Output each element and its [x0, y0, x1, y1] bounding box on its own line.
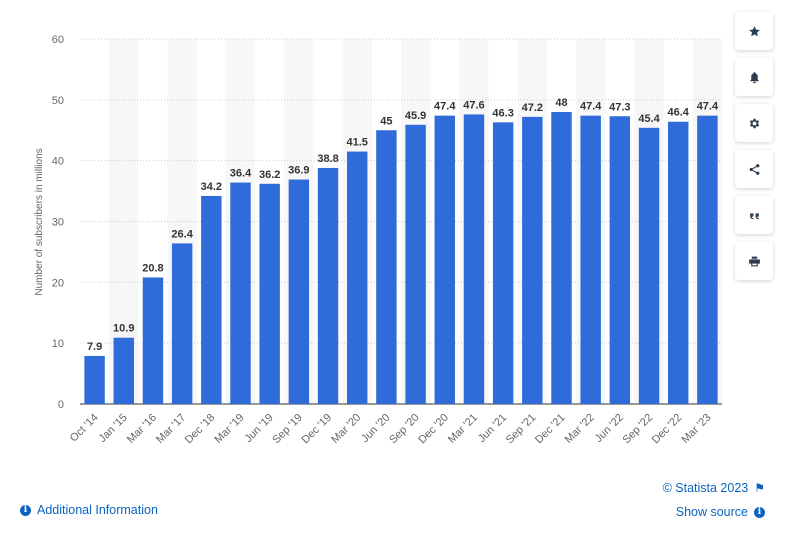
- flag-icon: ⚑: [754, 481, 765, 495]
- x-tick-label: Dec '21: [533, 412, 568, 447]
- favorite-button[interactable]: [735, 12, 773, 50]
- print-button[interactable]: [735, 242, 773, 280]
- bar: [697, 115, 718, 405]
- x-tick-label: Jan '15: [97, 412, 130, 445]
- bar: [376, 130, 397, 404]
- y-axis-label: Number of subscribers in millions: [34, 148, 45, 295]
- additional-information-link[interactable]: i Additional Information: [20, 503, 158, 517]
- data-label: 46.4: [668, 107, 690, 119]
- bar: [288, 179, 310, 404]
- data-label: 45: [380, 115, 392, 127]
- data-label: 48: [555, 97, 567, 109]
- data-label: 47.4: [434, 101, 456, 113]
- bar: [434, 115, 455, 405]
- share-icon: [749, 163, 759, 175]
- data-label: 26.4: [171, 228, 193, 240]
- bar: [84, 355, 105, 404]
- bar: [492, 122, 514, 404]
- data-label: 36.2: [259, 169, 280, 181]
- bar: [638, 127, 660, 405]
- bar: [580, 115, 601, 405]
- data-label: 47.2: [522, 102, 543, 114]
- bar: [463, 114, 485, 404]
- x-tick-label: Sep '20: [387, 412, 422, 447]
- x-tick-label: Mar '16: [125, 412, 159, 446]
- data-label: 34.2: [201, 181, 222, 193]
- data-label: 45.9: [405, 110, 426, 122]
- data-label: 7.9: [87, 341, 102, 353]
- notification-button[interactable]: [735, 58, 773, 96]
- x-tick-label: Jun '20: [359, 412, 392, 445]
- x-tick-label: Dec '18: [183, 412, 218, 447]
- data-label: 47.6: [463, 99, 484, 111]
- bar: [259, 183, 280, 404]
- chart-toolbar: [735, 12, 775, 288]
- data-label: 36.4: [230, 168, 252, 180]
- printer-icon: [748, 256, 760, 266]
- x-tick-label: Mar '21: [446, 412, 480, 446]
- bar: [171, 243, 193, 404]
- bar: [317, 167, 339, 404]
- x-tick-label: Sep '22: [621, 412, 656, 447]
- data-label: 47.4: [697, 101, 719, 113]
- bar-chart: 0 10 20 30 40 50 60 7.9 10.9 20.8 26.4 34.2 36.4 36.…: [34, 34, 722, 447]
- x-tick-label: Oct '14: [68, 412, 101, 445]
- y-tick-label: 50: [52, 95, 64, 107]
- y-tick-label: 30: [52, 217, 64, 229]
- x-tick-label: Mar '20: [329, 412, 363, 446]
- x-tick-label: Sep '19: [270, 412, 305, 447]
- x-tick-label: Jun '22: [593, 412, 626, 445]
- credit-label: © Statista 2023: [662, 481, 749, 495]
- bell-icon: [749, 71, 759, 83]
- bar: [551, 112, 572, 404]
- x-tick-label: Mar '17: [154, 412, 188, 446]
- y-tick-label: 40: [52, 156, 64, 168]
- x-tick-label: Jun '19: [242, 412, 275, 445]
- data-label: 10.9: [113, 323, 134, 335]
- bar: [522, 116, 543, 404]
- x-tick-label: Sep '21: [504, 412, 539, 447]
- bar: [201, 195, 222, 404]
- info-icon: i: [20, 504, 31, 516]
- share-button[interactable]: [735, 150, 773, 188]
- data-label: 38.8: [317, 153, 338, 165]
- bar: [609, 116, 631, 404]
- x-tick-label: Mar '23: [679, 412, 713, 446]
- data-label: 36.9: [288, 165, 309, 177]
- y-tick-label: 0: [58, 399, 64, 411]
- star-icon: [748, 25, 760, 36]
- show-source-label: Show source: [675, 505, 748, 519]
- gear-icon: [749, 118, 759, 128]
- data-label: 45.4: [638, 113, 660, 125]
- x-tick-label: Jun '21: [476, 412, 509, 445]
- x-tick-label: Mar '19: [212, 412, 246, 446]
- cite-button[interactable]: [735, 196, 773, 234]
- additional-information-label: Additional Information: [37, 503, 158, 517]
- data-label: 47.4: [580, 101, 602, 113]
- bar: [405, 124, 426, 405]
- quote-icon: [749, 212, 759, 219]
- data-label: 20.8: [142, 262, 163, 274]
- bar: [347, 151, 368, 404]
- data-label: 46.3: [492, 107, 513, 119]
- y-tick-label: 60: [52, 34, 64, 46]
- y-tick-label: 20: [52, 277, 64, 289]
- x-tick-label: Mar '22: [563, 412, 597, 446]
- bar: [113, 337, 134, 404]
- settings-button[interactable]: [735, 104, 773, 142]
- data-label: 41.5: [347, 137, 368, 149]
- bar: [142, 277, 164, 404]
- show-source-link[interactable]: Show source i: [676, 505, 765, 519]
- bar: [668, 121, 689, 404]
- x-tick-label: Dec '20: [416, 412, 451, 447]
- x-tick-label: Dec '19: [300, 412, 335, 447]
- data-label: 47.3: [609, 101, 630, 113]
- statista-credit[interactable]: © Statista 2023 ⚑: [663, 481, 765, 495]
- info-icon: i: [754, 506, 765, 518]
- x-tick-label: Dec '22: [650, 412, 685, 447]
- y-tick-label: 10: [52, 338, 64, 350]
- bar: [230, 182, 251, 404]
